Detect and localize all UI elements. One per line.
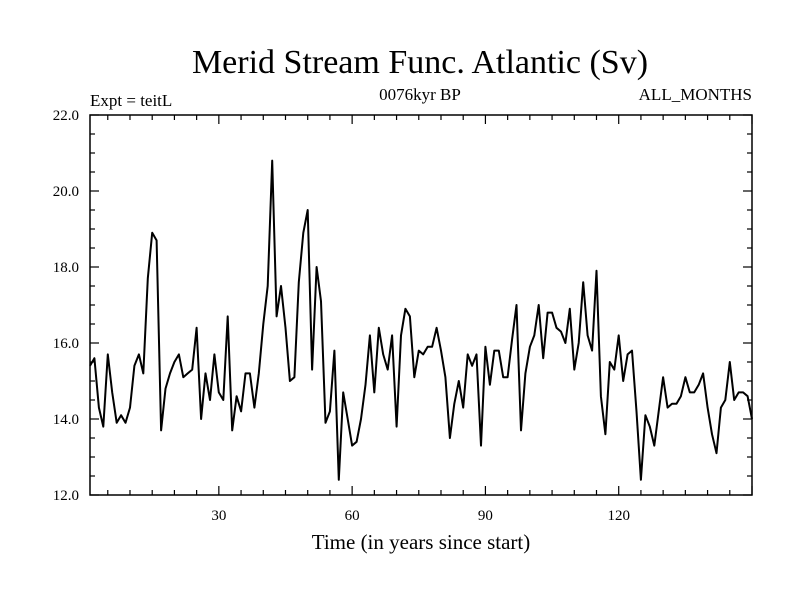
x-axis: 30 60 90 120 xyxy=(107,115,753,524)
y-tick-label: 12.0 xyxy=(53,488,79,504)
x-tick-label: 30 xyxy=(211,508,226,524)
x-axis-label: Time (in years since start) xyxy=(312,530,531,554)
x-tick-label: 90 xyxy=(478,508,493,524)
plot-frame xyxy=(89,114,753,496)
y-axis: 12.0 14.0 16.0 18.0 20.0 22.0 xyxy=(53,108,752,504)
series-line xyxy=(89,159,753,481)
y-tick-label: 22.0 xyxy=(53,108,79,124)
period-label: 0076kyr BP xyxy=(379,85,461,104)
months-label: ALL_MONTHS xyxy=(639,85,752,104)
chart-title: Merid Stream Func. Atlantic (Sv) xyxy=(192,44,648,81)
y-tick-label: 14.0 xyxy=(53,412,79,428)
experiment-label: Expt = teitL xyxy=(90,91,172,110)
x-tick-label: 60 xyxy=(345,508,360,524)
y-tick-label: 18.0 xyxy=(53,260,79,276)
x-tick-label: 120 xyxy=(607,508,630,524)
y-tick-label: 16.0 xyxy=(53,336,79,352)
y-tick-label: 20.0 xyxy=(53,184,79,200)
